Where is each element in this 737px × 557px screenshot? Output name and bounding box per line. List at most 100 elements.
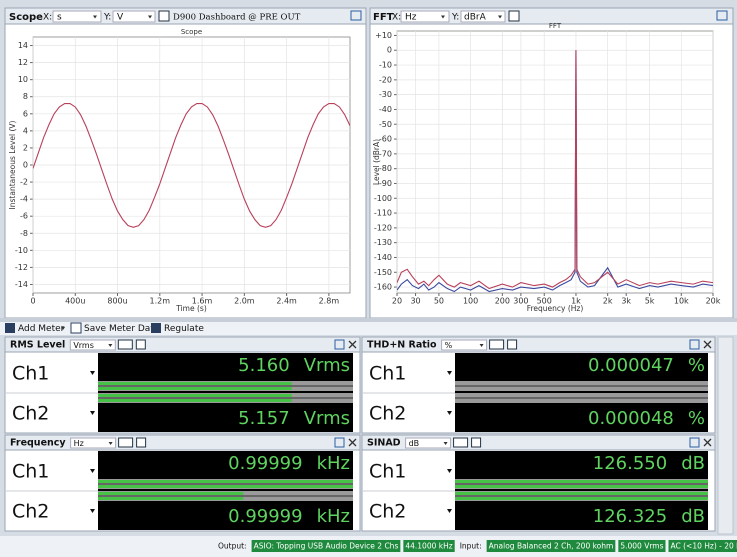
expand-button[interactable]	[689, 339, 700, 350]
expand-button[interactable]	[689, 437, 700, 448]
y-axis-label: Level (dBrA)	[372, 139, 381, 185]
close-button[interactable]	[348, 438, 357, 447]
add-icon	[5, 323, 15, 333]
unit-value[interactable]: Vrms	[73, 341, 94, 350]
expand-button[interactable]	[350, 10, 362, 21]
add-meter-button[interactable]: Add Meter	[18, 324, 65, 334]
reading-unit: dB	[681, 506, 705, 527]
status-field	[403, 540, 455, 552]
x-tick-label: 200	[495, 297, 510, 306]
panel-title: Scope	[9, 12, 43, 23]
dropdown-arrow	[479, 344, 484, 347]
reading-unit: %	[688, 355, 705, 376]
channel-dropdown[interactable]	[447, 371, 452, 375]
settings-button[interactable]	[489, 339, 505, 350]
channel-dropdown[interactable]	[447, 411, 452, 415]
y-tick-label: 0	[387, 46, 392, 55]
reading-value: 126.325	[593, 506, 667, 527]
close-button[interactable]	[348, 340, 357, 349]
series-line	[33, 103, 350, 228]
channel-dropdown[interactable]	[90, 509, 95, 513]
channel-dropdown[interactable]	[90, 371, 95, 375]
y-tick-label: 6	[23, 109, 28, 118]
channel-label: Ch2	[369, 403, 406, 425]
panel-title: FFT	[373, 12, 394, 23]
unit-dropdown[interactable]	[405, 437, 452, 449]
channel-dropdown[interactable]	[90, 469, 95, 473]
settings-button[interactable]	[158, 10, 170, 22]
unit-dropdown[interactable]	[441, 339, 488, 351]
settings-button[interactable]	[118, 437, 134, 448]
dropdown[interactable]	[460, 10, 506, 23]
close-button[interactable]	[703, 438, 712, 447]
close-button[interactable]	[703, 340, 712, 349]
meter-title: RMS Level	[10, 340, 65, 351]
dropdown-value[interactable]: Hz	[405, 13, 417, 23]
unit-value[interactable]: dB	[409, 439, 420, 448]
y-tick-label: -90	[379, 179, 392, 188]
x-tick-label: 20	[392, 297, 402, 306]
y-tick-label: -160	[374, 283, 392, 292]
meter-display	[98, 451, 353, 530]
x-tick-label: 5k	[645, 297, 655, 306]
meter-bar	[455, 480, 708, 483]
y-tick-label: -4	[20, 195, 28, 204]
x-tick-label: 2k	[603, 297, 613, 306]
save-meter-data-button[interactable]: Save Meter Data	[84, 324, 159, 334]
dropdown-arrow	[93, 15, 97, 19]
unit-dropdown[interactable]	[70, 437, 117, 449]
settings-button[interactable]	[453, 437, 469, 448]
status-value: AC (<10 Hz) - 20 kHz	[671, 542, 737, 551]
unit-value[interactable]: %	[445, 341, 453, 350]
expand-button[interactable]	[334, 339, 345, 350]
axis-selector-label: Y:	[103, 13, 111, 23]
settings-button[interactable]	[117, 339, 133, 350]
channel-dropdown[interactable]	[447, 509, 452, 513]
channel-dropdown[interactable]	[447, 469, 452, 473]
meter-bar	[455, 485, 708, 488]
y-tick-label: +10	[375, 31, 392, 40]
y-tick-label: -150	[374, 268, 392, 277]
status-label: Output:	[218, 542, 247, 551]
dropdown[interactable]	[400, 10, 450, 23]
scrollbar[interactable]	[717, 336, 734, 535]
dropdown-arrow	[441, 15, 445, 19]
settings-button[interactable]	[507, 339, 518, 350]
expand-button[interactable]	[716, 10, 728, 21]
settings-button[interactable]	[471, 437, 482, 448]
series-line	[397, 50, 713, 290]
y-tick-label: -80	[379, 164, 392, 173]
settings-button[interactable]	[508, 10, 520, 22]
x-tick-label: 1.6m	[192, 297, 213, 306]
x-tick-label: 20k	[706, 297, 721, 306]
settings-button[interactable]	[136, 437, 147, 448]
expand-button[interactable]	[334, 437, 345, 448]
reading-value: 0.99999	[228, 506, 302, 527]
meter-title: Frequency	[10, 438, 66, 449]
regulate-button[interactable]: Regulate	[164, 324, 204, 334]
channel-label: Ch1	[12, 363, 49, 385]
y-tick-label: 0	[23, 161, 28, 170]
unit-dropdown[interactable]	[69, 339, 116, 351]
splitter[interactable]	[0, 318, 737, 322]
channel-dropdown[interactable]	[90, 411, 95, 415]
status-value: ASIO: Topping USB Audio Device 2 Chs	[254, 542, 399, 551]
x-tick-label: 1.2m	[150, 297, 171, 306]
dropdown-value[interactable]: V	[117, 13, 124, 23]
source-title: D900 Dashboard @ PRE OUT	[173, 13, 301, 23]
dropdown[interactable]	[52, 10, 102, 23]
status-field	[251, 540, 401, 552]
dropdown-value[interactable]: s	[57, 13, 62, 23]
y-tick-label: -6	[20, 212, 28, 221]
dropdown-value[interactable]: dBrA	[464, 13, 487, 23]
unit-value[interactable]: Hz	[74, 439, 84, 448]
y-tick-label: -120	[374, 223, 392, 232]
dropdown[interactable]	[112, 10, 156, 23]
meter-bar	[98, 497, 244, 500]
x-tick-label: 50	[434, 297, 444, 306]
axis-selector-label: X:	[43, 13, 52, 23]
y-tick-label: -10	[15, 246, 28, 255]
meter-title: SINAD	[367, 438, 401, 449]
reading-value: 0.000047	[588, 355, 674, 376]
settings-button[interactable]	[135, 339, 146, 350]
